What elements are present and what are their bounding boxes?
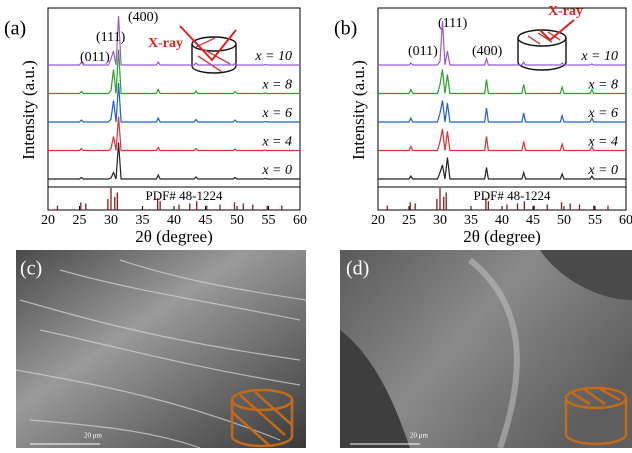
x-tick-label: 25 (402, 213, 416, 228)
scale-bar-label: 20 μm (410, 432, 429, 440)
annotation: (111) (438, 16, 468, 31)
x-tick-label: 50 (230, 213, 244, 228)
series-label: x = 6 (261, 106, 292, 121)
x-axis-label: 2θ (degree) (463, 227, 541, 246)
series-label: x = 8 (587, 78, 618, 93)
x-tick-label: 25 (73, 213, 87, 228)
x-tick-label: 45 (526, 213, 540, 228)
image-label: (d) (346, 258, 369, 280)
panel-label: (a) (4, 18, 26, 40)
annotation: X-ray (548, 4, 583, 19)
series-label: x = 4 (261, 135, 292, 150)
x-axis-label: 2θ (degree) (135, 227, 213, 246)
cylinder-icon (192, 30, 566, 73)
x-tick-label: 50 (557, 213, 571, 228)
x-tick-label: 55 (262, 213, 276, 228)
x-tick-label: 30 (433, 213, 447, 228)
annotation: (400) (128, 10, 159, 25)
x-tick-label: 30 (104, 213, 118, 228)
series-label: x = 6 (587, 106, 618, 121)
sem-image-d (340, 250, 632, 448)
annotation: (011) (408, 44, 438, 59)
x-tick-label: 40 (495, 213, 509, 228)
annotation: (011) (80, 50, 110, 65)
scale-bar-label: 20 μm (84, 432, 103, 440)
panel-label: (b) (334, 18, 357, 40)
series-label: x = 10 (580, 49, 618, 64)
image-label: (c) (20, 258, 42, 280)
reference-label: PDF# 48-1224 (474, 188, 551, 203)
figure: (a) Intensity (a.u.) 2θ (degree) 20 25 30 35 40… (0, 0, 632, 448)
series-label: x = 10 (254, 49, 292, 64)
series-label: x = 4 (587, 135, 618, 150)
annotation: X-ray (148, 36, 183, 51)
y-axis-label: Intensity (a.u.) (349, 60, 368, 160)
annotation: (111) (96, 30, 126, 45)
series-label: x = 0 (261, 163, 292, 178)
xray-arrows (180, 20, 574, 60)
x-tick-label: 20 (41, 213, 55, 228)
x-tick-label: 35 (464, 213, 478, 228)
y-axis-label: Intensity (a.u.) (19, 60, 38, 160)
x-tick-label: 45 (199, 213, 213, 228)
sem-image-c (16, 250, 306, 448)
x-tick-label: 60 (619, 213, 632, 228)
series-label: x = 8 (261, 78, 292, 93)
x-tick-label: 55 (588, 213, 602, 228)
x-tick-label: 20 (371, 213, 385, 228)
annotation: (400) (472, 44, 503, 59)
series-label: x = 0 (587, 163, 618, 178)
x-tick-label: 60 (293, 213, 307, 228)
x-tick-label: 35 (136, 213, 150, 228)
x-tick-label: 40 (167, 213, 181, 228)
